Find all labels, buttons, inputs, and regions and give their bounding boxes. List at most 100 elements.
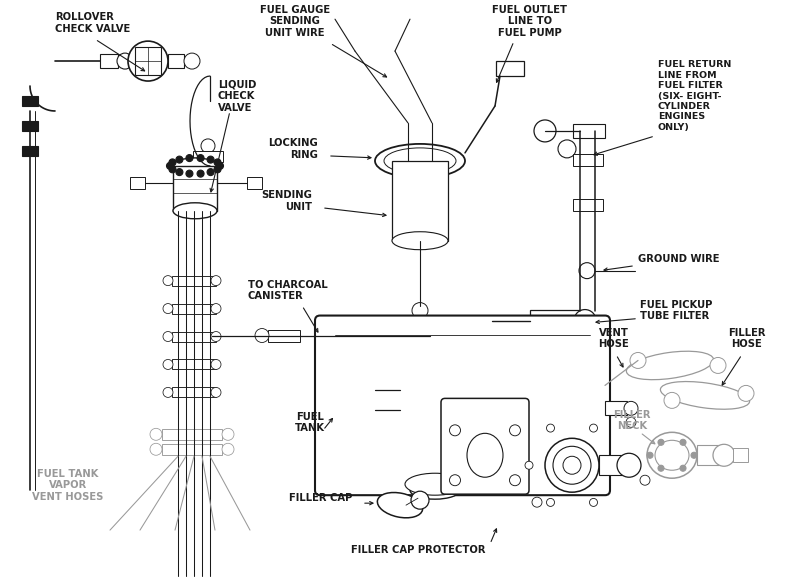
Circle shape (210, 304, 221, 314)
Text: FUEL OUTLET
LINE TO
FUEL PUMP: FUEL OUTLET LINE TO FUEL PUMP (492, 5, 567, 38)
Circle shape (163, 275, 173, 285)
Bar (172, 359, 216, 369)
Bar (267, 329, 300, 342)
Circle shape (709, 357, 725, 373)
Circle shape (210, 359, 221, 369)
Bar (247, 177, 262, 189)
Ellipse shape (173, 158, 217, 174)
FancyBboxPatch shape (315, 315, 609, 495)
Circle shape (737, 386, 753, 401)
Bar (22, 96, 38, 106)
Circle shape (623, 401, 638, 415)
Bar (172, 304, 216, 314)
Bar (604, 401, 626, 415)
Ellipse shape (654, 440, 688, 470)
FancyBboxPatch shape (441, 398, 528, 494)
Circle shape (712, 444, 734, 466)
Circle shape (137, 50, 159, 72)
Circle shape (532, 497, 541, 507)
Ellipse shape (173, 203, 217, 219)
Circle shape (546, 499, 554, 506)
Text: FUEL TANK
VAPOR
VENT HOSES: FUEL TANK VAPOR VENT HOSES (32, 469, 104, 502)
Circle shape (128, 41, 168, 81)
Circle shape (185, 155, 193, 162)
Text: LIQUID
CHECK
VALVE: LIQUID CHECK VALVE (218, 80, 256, 113)
Bar (193, 151, 222, 162)
Text: TO CHARCOAL
CANISTER: TO CHARCOAL CANISTER (247, 280, 328, 301)
Bar (172, 275, 216, 285)
Text: FUEL RETURN
LINE FROM
FUEL FILTER
(SIX- EIGHT-
CYLINDER
ENGINES
ONLY): FUEL RETURN LINE FROM FUEL FILTER (SIX- … (657, 60, 731, 132)
Bar (732, 448, 747, 462)
Circle shape (214, 166, 221, 173)
Circle shape (210, 332, 221, 342)
Circle shape (690, 452, 696, 458)
Bar (598, 455, 622, 475)
Ellipse shape (552, 447, 590, 484)
Bar (529, 309, 585, 332)
Ellipse shape (659, 381, 748, 409)
Ellipse shape (377, 492, 422, 518)
Circle shape (176, 169, 183, 176)
Circle shape (163, 387, 173, 397)
Text: FUEL PICKUP
TUBE FILTER: FUEL PICKUP TUBE FILTER (639, 300, 711, 321)
Text: FILLER
NECK: FILLER NECK (613, 410, 650, 431)
Circle shape (610, 461, 618, 469)
Ellipse shape (410, 481, 459, 499)
Circle shape (679, 465, 685, 471)
Circle shape (255, 329, 269, 342)
Text: FILLER
HOSE: FILLER HOSE (728, 328, 764, 349)
Circle shape (214, 159, 221, 166)
Bar (392, 161, 447, 241)
Circle shape (184, 53, 200, 69)
Circle shape (589, 499, 597, 506)
Bar (22, 146, 38, 156)
Bar (573, 124, 604, 138)
Text: FILLER CAP PROTECTOR: FILLER CAP PROTECTOR (350, 545, 485, 555)
Ellipse shape (646, 432, 696, 478)
Circle shape (533, 120, 556, 142)
Bar (573, 154, 602, 166)
Bar (161, 430, 222, 440)
Bar (172, 387, 216, 397)
Circle shape (349, 329, 362, 342)
Circle shape (210, 387, 221, 397)
Circle shape (201, 139, 214, 153)
Bar (168, 54, 184, 68)
Circle shape (410, 491, 429, 509)
Text: FUEL GAUGE
SENDING
UNIT WIRE: FUEL GAUGE SENDING UNIT WIRE (259, 5, 330, 38)
Circle shape (646, 452, 652, 458)
Circle shape (169, 159, 176, 166)
Circle shape (630, 353, 645, 369)
Circle shape (222, 428, 234, 440)
Circle shape (679, 440, 685, 445)
Circle shape (509, 425, 520, 436)
Text: GROUND WIRE: GROUND WIRE (638, 254, 719, 264)
Circle shape (176, 156, 183, 163)
Ellipse shape (562, 456, 581, 474)
Circle shape (207, 156, 214, 163)
Ellipse shape (544, 438, 598, 492)
Bar (100, 54, 118, 68)
Circle shape (449, 425, 460, 436)
Bar (495, 61, 524, 76)
Circle shape (163, 304, 173, 314)
Circle shape (169, 166, 176, 173)
Circle shape (185, 170, 193, 177)
Circle shape (117, 53, 132, 69)
Circle shape (166, 162, 173, 169)
Circle shape (557, 140, 575, 158)
Ellipse shape (626, 351, 713, 380)
Circle shape (163, 359, 173, 369)
Text: LOCKING
RING: LOCKING RING (268, 138, 318, 160)
Circle shape (663, 393, 679, 408)
Circle shape (589, 424, 597, 432)
Circle shape (639, 475, 649, 485)
Circle shape (150, 443, 161, 455)
Ellipse shape (467, 433, 503, 477)
Circle shape (657, 440, 663, 445)
Text: SENDING
UNIT: SENDING UNIT (261, 190, 312, 212)
Text: VENT
HOSE: VENT HOSE (598, 328, 629, 349)
Circle shape (216, 162, 223, 169)
Ellipse shape (384, 148, 455, 174)
Circle shape (210, 275, 221, 285)
